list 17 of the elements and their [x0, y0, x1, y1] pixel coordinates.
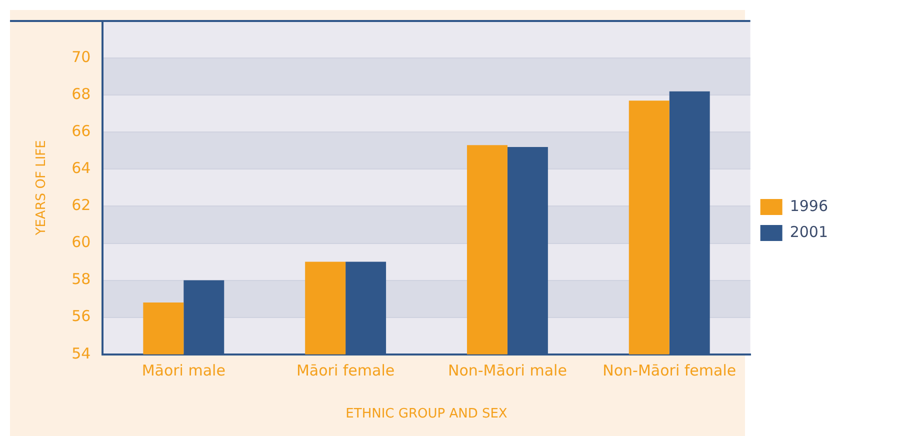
y-tick-label: 60: [72, 233, 91, 252]
x-tick-label: Non-Māori female: [602, 361, 736, 380]
y-tick-label: 66: [72, 122, 91, 140]
x-tick-label: Māori male: [142, 361, 226, 380]
y-tick-label: 64: [72, 159, 91, 178]
legend-label: 2001: [790, 222, 828, 241]
y-tick-label: 68: [72, 84, 91, 103]
y-tick-label: 62: [72, 196, 91, 214]
y-tick-label: 54: [72, 344, 91, 362]
x-tick-label: Non-Māori male: [448, 361, 567, 380]
x-tick-label: Māori female: [296, 361, 395, 380]
legend-label: 1996: [790, 196, 828, 215]
y-axis-title: YEARS OF LIFE: [34, 140, 50, 236]
x-axis-title: ETHNIC GROUP AND SEX: [346, 406, 508, 422]
y-tick-label: 70: [72, 48, 91, 66]
y-tick-label: 56: [72, 307, 91, 326]
y-tick-label: 58: [72, 270, 91, 288]
